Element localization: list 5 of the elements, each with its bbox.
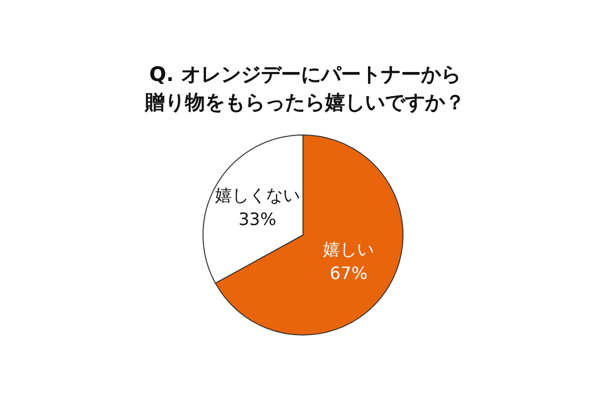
slice-label: 嬉しくない (214, 186, 300, 206)
data-label: 67% (330, 264, 368, 284)
chart-title: Q. オレンジデーにパートナーから贈り物をもらったら嬉しいですか？ (144, 62, 465, 114)
data-label: 33% (238, 210, 276, 230)
slice-label: 嬉しい (323, 240, 374, 260)
